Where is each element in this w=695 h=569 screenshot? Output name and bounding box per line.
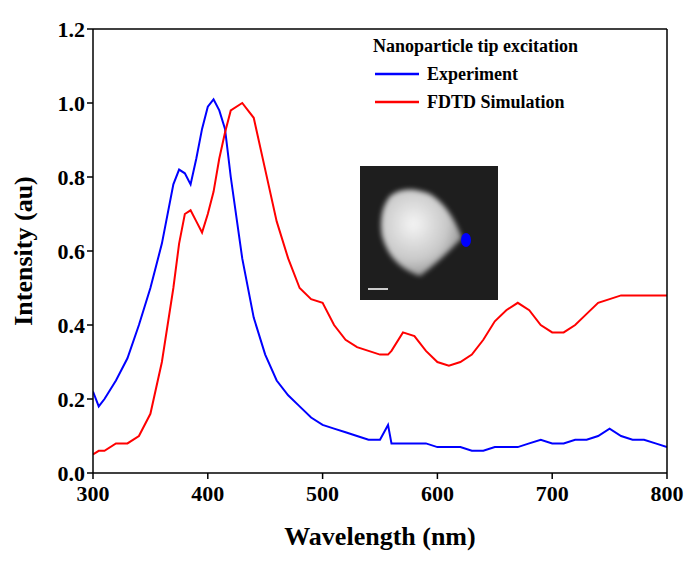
svg-text:Wavelength (nm): Wavelength (nm) [284, 522, 475, 551]
svg-text:600: 600 [421, 481, 454, 506]
svg-text:400: 400 [191, 481, 224, 506]
svg-text:1.0: 1.0 [58, 91, 86, 116]
svg-text:0.2: 0.2 [58, 387, 86, 412]
html-text:Experiment: Experiment [427, 64, 518, 84]
svg-text:1.2: 1.2 [58, 17, 86, 42]
svg-text:300: 300 [76, 480, 110, 506]
svg-text:0.4: 0.4 [58, 313, 86, 338]
svg-text:800: 800 [651, 481, 684, 506]
svg-text:500: 500 [306, 481, 339, 506]
svg-text:700: 700 [536, 481, 569, 506]
svg-text:0.0: 0.0 [58, 461, 86, 486]
html-text:Nanoparticle tip excitation: Nanoparticle tip excitation [373, 36, 578, 56]
svg-text:0.8: 0.8 [58, 165, 86, 190]
svg-text:0.6: 0.6 [58, 239, 86, 264]
html-text:FDTD Simulation: FDTD Simulation [427, 92, 565, 112]
svg-text:Intensity (au): Intensity (au) [9, 176, 38, 326]
